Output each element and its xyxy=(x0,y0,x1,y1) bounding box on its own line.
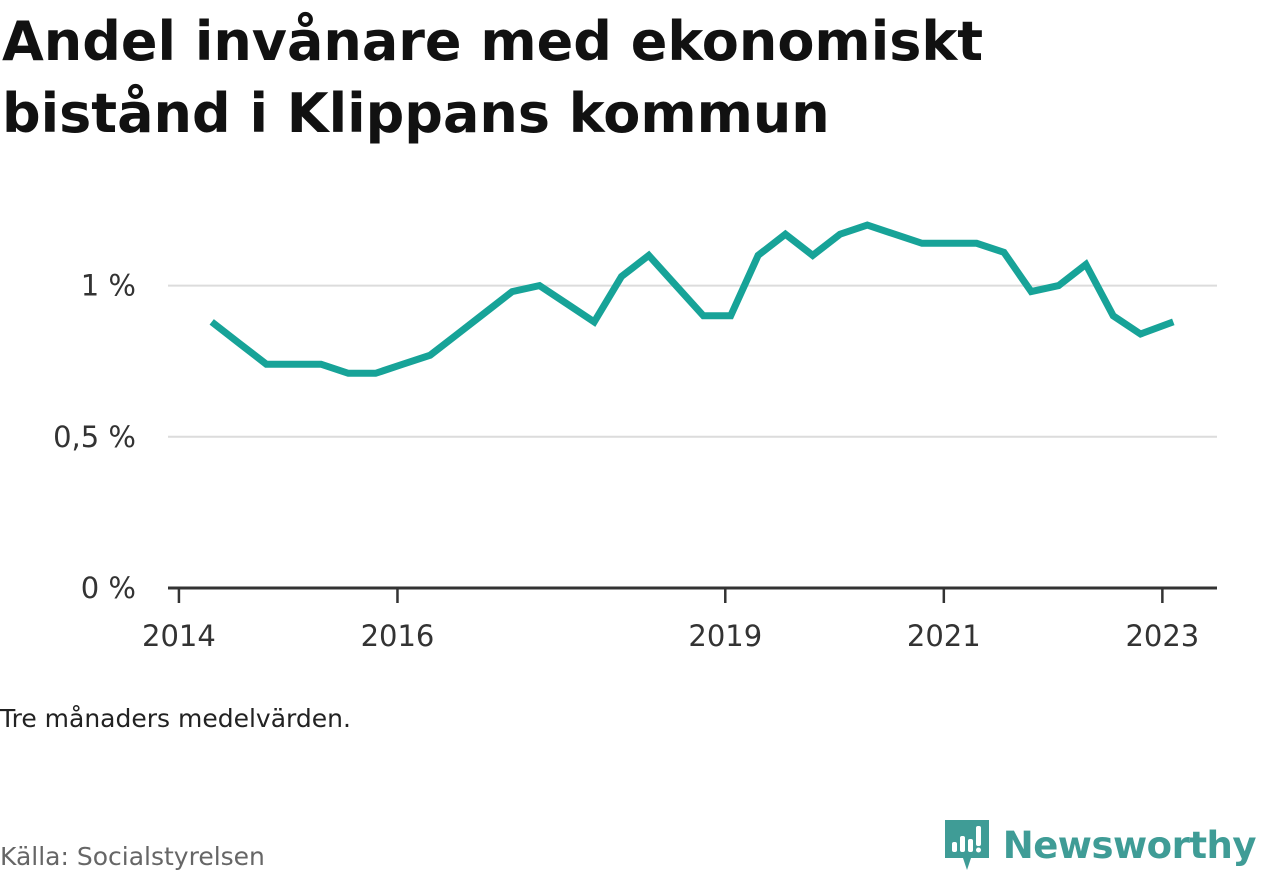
grid-lines xyxy=(168,284,1217,438)
newsworthy-logo-icon xyxy=(944,820,989,870)
brand-name: Newsworthy xyxy=(1002,823,1257,867)
y-axis-labels: 0 % 0,5 % 1 % xyxy=(53,269,136,605)
x-axis-ticks xyxy=(177,588,1164,603)
x-tick-label-2: 2019 xyxy=(688,619,762,653)
x-tick-label-0: 2014 xyxy=(142,619,216,653)
series-line-0 xyxy=(209,221,1175,377)
chart-note: Tre månaders medelvärden. xyxy=(0,704,351,733)
x-tick-label-3: 2021 xyxy=(907,619,981,653)
y-tick-label-2: 1 % xyxy=(81,269,136,303)
source-text: Källa: Socialstyrelsen xyxy=(0,842,265,871)
line-chart: 0 % 0,5 % 1 % 2014 2016 2019 2021 2023 xyxy=(53,221,1217,653)
chart-title: Andel invånare med ekonomiskt bistånd i … xyxy=(2,10,984,145)
x-tick-label-1: 2016 xyxy=(361,619,435,653)
y-tick-label-0: 0 % xyxy=(81,571,136,605)
y-tick-label-1: 0,5 % xyxy=(53,420,136,454)
x-axis-labels: 2014 2016 2019 2021 2023 xyxy=(142,619,1199,653)
x-tick-label-4: 2023 xyxy=(1125,619,1199,653)
brand-logo: Newsworthy xyxy=(943,820,1257,870)
plot-area xyxy=(209,221,1175,377)
